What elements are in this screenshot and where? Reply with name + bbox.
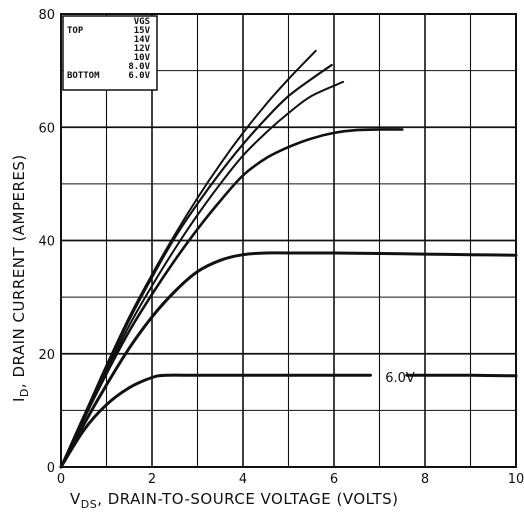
series-line-12v bbox=[60, 80, 345, 468]
legend-entry: 6.0V bbox=[128, 71, 150, 81]
y-axis-label-sub: D bbox=[18, 388, 31, 397]
legend-header: VGS bbox=[134, 17, 150, 27]
plot-frame bbox=[60, 13, 517, 468]
x-tick-labels: 0 2 4 6 8 10 bbox=[57, 472, 524, 487]
curve-annotation: 6.0V bbox=[385, 371, 415, 386]
x-axis-label-main: V bbox=[70, 490, 81, 508]
x-tick-label: 4 bbox=[239, 472, 247, 487]
y-tick-label: 60 bbox=[38, 121, 55, 136]
legend-entry: 15V bbox=[134, 26, 151, 36]
y-axis-label: ID, DRAIN CURRENT (AMPERES) bbox=[10, 154, 31, 402]
curves bbox=[59, 49, 518, 469]
legend-entry: 14V bbox=[134, 35, 151, 45]
legend: VGS TOP 15V 14V 12V 10V 8.0V BOTTOM 6.0V bbox=[62, 15, 158, 91]
y-tick-label: 40 bbox=[38, 235, 55, 250]
x-tick-label: 6 bbox=[330, 472, 338, 487]
x-tick-label: 10 bbox=[508, 472, 524, 487]
x-axis-label-sub: DS bbox=[81, 498, 97, 511]
x-axis-label: VDS, DRAIN-TO-SOURCE VOLTAGE (VOLTS) bbox=[70, 490, 399, 511]
x-tick-label: 8 bbox=[421, 472, 429, 487]
x-tick-label: 0 bbox=[57, 472, 65, 487]
series-line-15v bbox=[60, 49, 317, 468]
legend-top-label: TOP bbox=[67, 26, 84, 36]
y-tick-label: 20 bbox=[38, 348, 55, 363]
legend-entry: 12V bbox=[134, 44, 151, 54]
series-line-6-0v bbox=[59, 373, 372, 469]
grid bbox=[61, 14, 516, 467]
series-line-10v bbox=[59, 128, 404, 469]
series-line-14v bbox=[59, 63, 333, 469]
legend-entry: 8.0V bbox=[128, 62, 150, 72]
series-line-8-0v bbox=[59, 251, 518, 469]
legend-entry: 10V bbox=[134, 53, 151, 63]
x-axis-label-rest: , DRAIN-TO-SOURCE VOLTAGE (VOLTS) bbox=[97, 490, 398, 508]
y-tick-label: 0 bbox=[47, 461, 55, 476]
legend-box bbox=[62, 15, 158, 91]
y-axis-label-main: I bbox=[10, 397, 28, 402]
y-axis-label-rest: , DRAIN CURRENT (AMPERES) bbox=[10, 154, 28, 388]
series-line-6-0v-tail bbox=[405, 373, 518, 378]
y-tick-labels: 0 20 40 60 80 bbox=[38, 8, 55, 476]
y-tick-label: 80 bbox=[38, 8, 55, 23]
x-tick-label: 2 bbox=[148, 472, 156, 487]
legend-bottom-label: BOTTOM bbox=[67, 71, 100, 81]
